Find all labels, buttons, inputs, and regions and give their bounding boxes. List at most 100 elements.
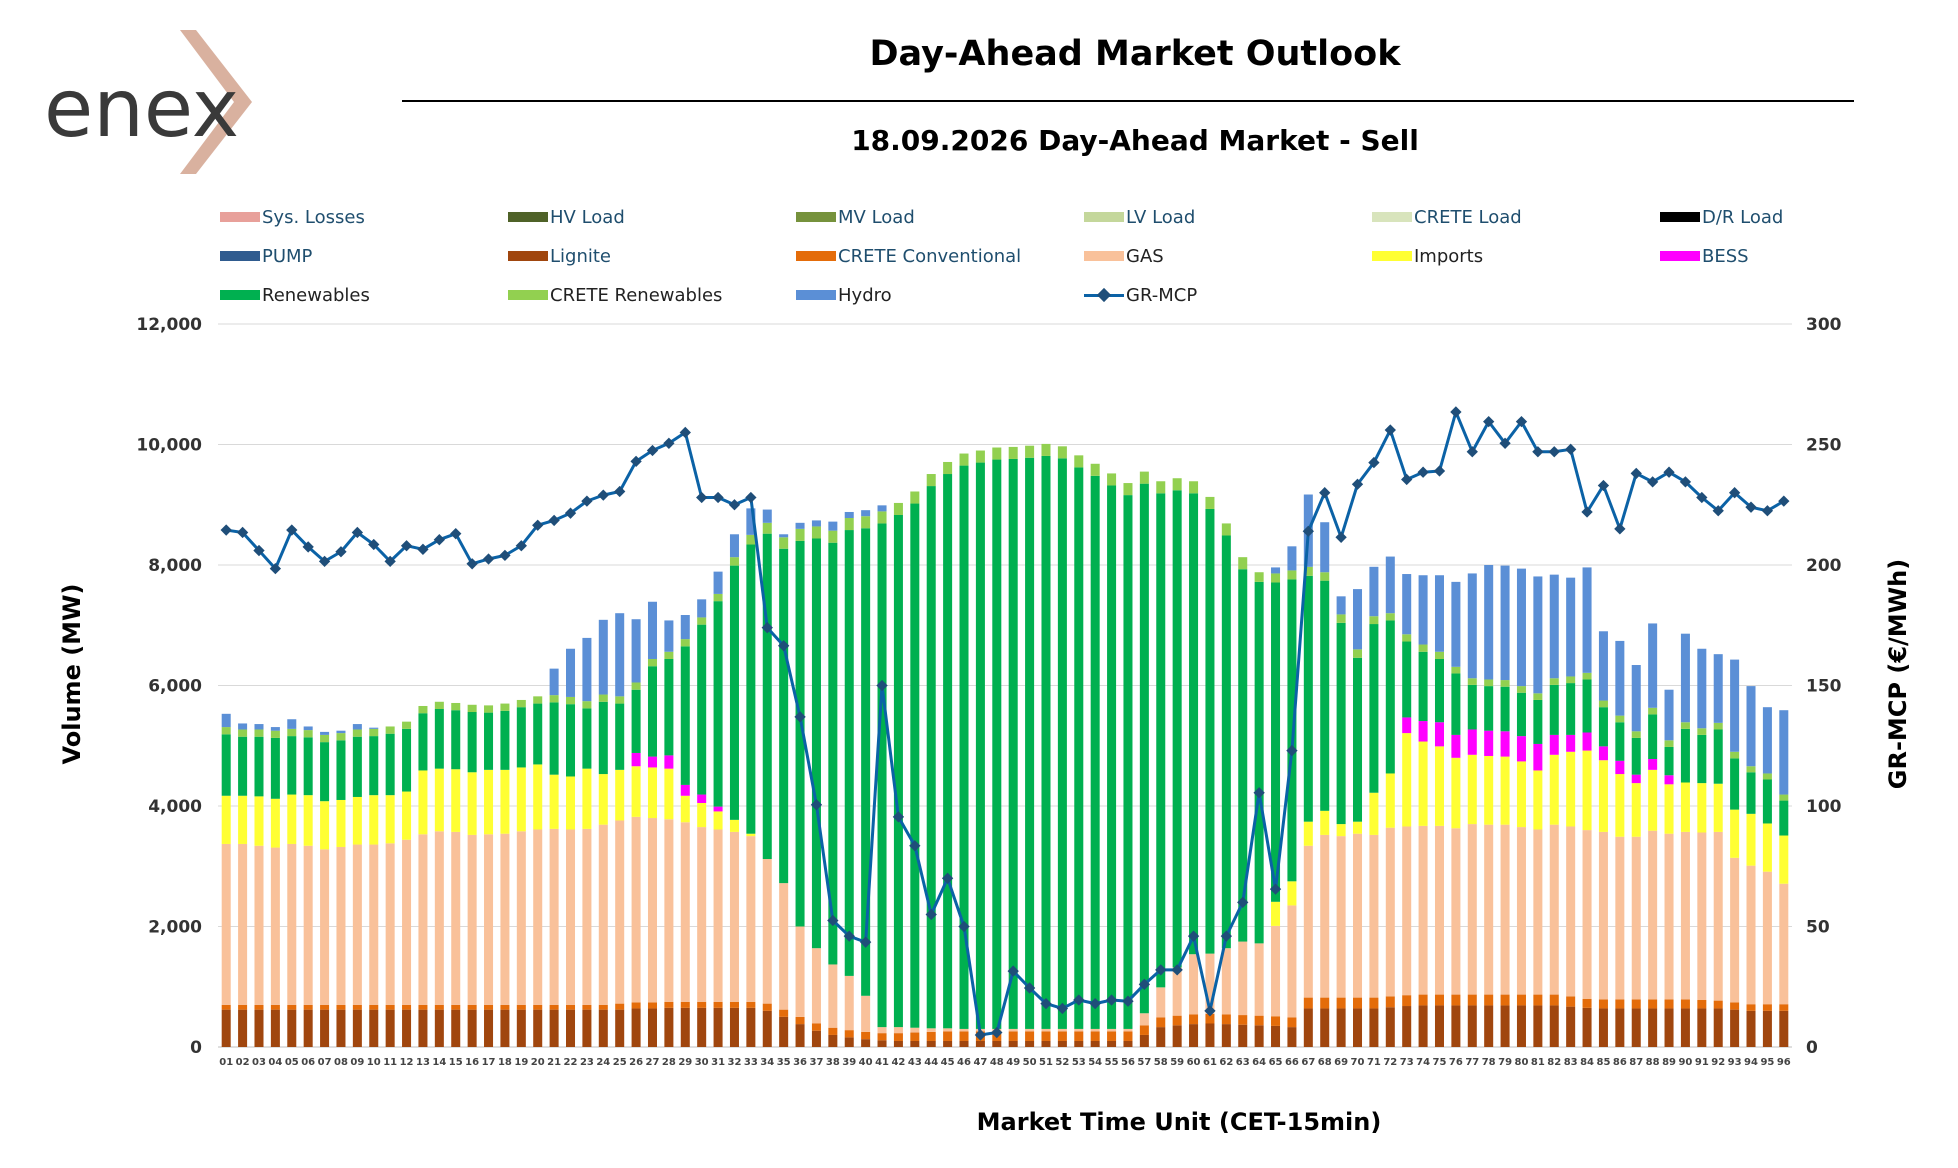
bar-crete-conventional bbox=[1336, 997, 1346, 1009]
bar-renewables bbox=[500, 710, 510, 770]
bar-gas bbox=[500, 833, 510, 1005]
gr-mcp-point bbox=[318, 555, 331, 568]
logo-text: enex bbox=[44, 62, 239, 155]
bar-crete-conventional bbox=[352, 1004, 362, 1010]
bar-crete-renewables bbox=[1336, 614, 1346, 623]
gr-mcp-point bbox=[1335, 531, 1347, 543]
bar-crete-renewables bbox=[1697, 728, 1707, 735]
gr-mcp-point bbox=[1646, 476, 1659, 488]
bar-gas bbox=[1713, 831, 1723, 1001]
legend-label: CRETE Renewables bbox=[550, 284, 723, 306]
bar-crete-conventional bbox=[779, 1009, 789, 1017]
bar-hydro bbox=[1697, 648, 1707, 729]
bar-lignite bbox=[1008, 1040, 1018, 1047]
bar-hydro bbox=[1615, 640, 1625, 716]
bar-gas bbox=[1353, 833, 1363, 998]
bar-imports bbox=[1746, 813, 1756, 866]
bar-crete-conventional bbox=[1287, 1017, 1297, 1028]
bar-renewables bbox=[1418, 651, 1428, 722]
bar-lignite bbox=[1156, 1027, 1166, 1047]
bar-renewables bbox=[451, 710, 461, 770]
x-tick-label: 72 bbox=[1383, 1057, 1397, 1068]
gr-mcp-point bbox=[335, 546, 347, 558]
bar-crete-conventional bbox=[631, 1002, 641, 1009]
bar-lignite bbox=[336, 1009, 346, 1047]
gr-mcp-point bbox=[351, 526, 364, 539]
bar-gas bbox=[1779, 883, 1789, 1005]
bar-crete-renewables bbox=[1402, 634, 1412, 642]
x-tick-label: 42 bbox=[891, 1057, 905, 1068]
bar-crete-renewables bbox=[582, 701, 592, 709]
bar-crete-renewables bbox=[369, 728, 379, 737]
bar-lignite bbox=[861, 1039, 871, 1047]
bar-imports bbox=[484, 769, 494, 835]
gr-mcp-point bbox=[761, 622, 773, 634]
bar-lignite bbox=[1434, 1005, 1444, 1047]
gr-mcp-point bbox=[1204, 1005, 1216, 1017]
bar-lignite bbox=[1385, 1007, 1395, 1047]
bar-crete-conventional bbox=[1713, 1000, 1723, 1009]
bar-crete-conventional bbox=[1238, 1015, 1248, 1025]
legend-label: GAS bbox=[1126, 245, 1164, 267]
bar-crete-renewables bbox=[1303, 566, 1313, 576]
bar-lignite bbox=[1074, 1040, 1084, 1047]
bar-gas bbox=[287, 843, 297, 1005]
bar-renewables bbox=[697, 624, 707, 795]
bar-hydro bbox=[828, 521, 838, 531]
bar-crete-conventional bbox=[1172, 1015, 1182, 1026]
bar-renewables bbox=[1353, 657, 1363, 822]
bar-lignite bbox=[631, 1008, 641, 1047]
bar-hydro bbox=[1730, 659, 1740, 752]
bar-lignite bbox=[467, 1009, 477, 1047]
bar-gas bbox=[1172, 967, 1182, 1016]
bar-gas bbox=[1549, 824, 1559, 995]
bar-crete-conventional bbox=[467, 1004, 477, 1010]
x-tick-label: 45 bbox=[941, 1057, 955, 1068]
bar-crete-renewables bbox=[418, 705, 428, 714]
x-tick-label: 92 bbox=[1711, 1057, 1725, 1068]
bar-hydro bbox=[729, 534, 739, 558]
bar-gas bbox=[516, 831, 526, 1005]
bar-lignite bbox=[320, 1009, 330, 1047]
gr-mcp-point bbox=[1089, 997, 1101, 1010]
bar-crete-renewables bbox=[1172, 478, 1182, 491]
bar-hydro bbox=[1598, 631, 1608, 701]
bar-gas bbox=[1287, 905, 1297, 1018]
bar-hydro bbox=[713, 571, 723, 594]
bar-gas bbox=[1402, 826, 1412, 996]
bar-crete-conventional bbox=[647, 1002, 657, 1009]
x-tick-label: 70 bbox=[1351, 1057, 1365, 1068]
bar-lignite bbox=[729, 1007, 739, 1047]
legend-label: Renewables bbox=[262, 284, 370, 306]
bar-lignite bbox=[303, 1009, 313, 1047]
bar-crete-conventional bbox=[369, 1004, 379, 1010]
bar-imports bbox=[320, 801, 330, 850]
bar-hydro bbox=[566, 648, 576, 697]
bar-crete-conventional bbox=[336, 1004, 346, 1010]
bar-bess bbox=[1467, 729, 1477, 755]
y-tick-label-right: 250 bbox=[1806, 436, 1842, 456]
x-tick-label: 80 bbox=[1515, 1057, 1529, 1068]
legend-item-renewables: Renewables bbox=[220, 282, 370, 308]
bar-crete-conventional bbox=[959, 1031, 969, 1041]
legend-item-crete-conventional: CRETE Conventional bbox=[796, 243, 1021, 269]
bar-lignite bbox=[1107, 1040, 1117, 1047]
bar-crete-renewables bbox=[1516, 686, 1526, 693]
x-tick-label: 35 bbox=[777, 1057, 791, 1068]
bar-crete-conventional bbox=[1041, 1031, 1051, 1041]
gr-mcp-point bbox=[1515, 415, 1528, 428]
bar-crete-renewables bbox=[1779, 794, 1789, 801]
bar-renewables bbox=[1467, 684, 1477, 730]
bar-bess bbox=[1516, 736, 1526, 762]
gr-mcp-point bbox=[1663, 466, 1675, 478]
bar-imports bbox=[647, 767, 657, 819]
bar-crete-renewables bbox=[1205, 496, 1215, 509]
bar-hydro bbox=[221, 713, 231, 728]
bar-renewables bbox=[959, 465, 969, 1029]
gr-mcp-point bbox=[941, 872, 954, 884]
x-tick-label: 37 bbox=[809, 1057, 823, 1068]
gr-mcp-point bbox=[1712, 505, 1724, 517]
bar-imports bbox=[1762, 823, 1772, 872]
gr-mcp-point bbox=[1056, 1002, 1069, 1015]
bar-imports bbox=[1549, 754, 1559, 825]
